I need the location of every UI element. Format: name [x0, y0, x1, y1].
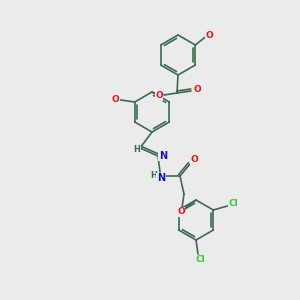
- Text: O: O: [190, 155, 198, 164]
- Text: Cl: Cl: [195, 256, 205, 265]
- Text: O: O: [206, 31, 213, 40]
- Text: O: O: [155, 92, 163, 100]
- Text: Cl: Cl: [228, 200, 238, 208]
- Text: O: O: [193, 85, 201, 94]
- Text: H: H: [134, 146, 140, 154]
- Text: O: O: [177, 208, 185, 217]
- Text: N: N: [157, 173, 165, 183]
- Text: N: N: [159, 151, 167, 161]
- Text: H: H: [151, 170, 158, 179]
- Text: O: O: [112, 94, 120, 103]
